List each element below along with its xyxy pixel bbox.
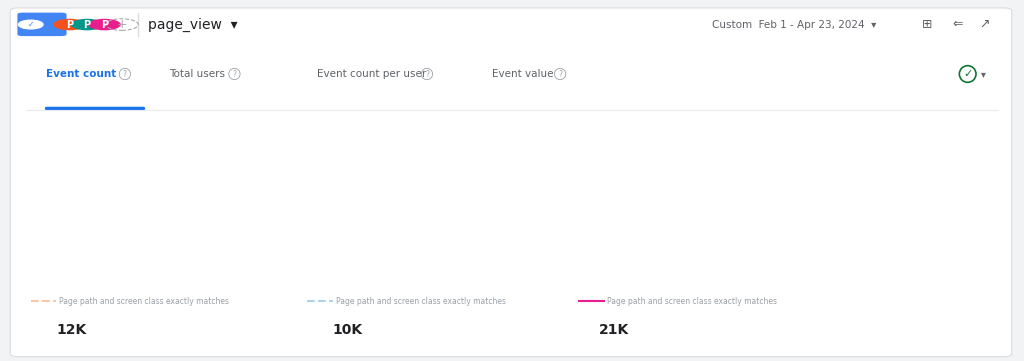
- FancyBboxPatch shape: [17, 13, 67, 36]
- Text: ▾: ▾: [981, 69, 986, 79]
- Text: ?: ?: [232, 70, 237, 78]
- Circle shape: [18, 20, 43, 29]
- Text: 12K: 12K: [56, 323, 87, 337]
- Text: ↗: ↗: [979, 18, 989, 31]
- Text: ?: ?: [425, 70, 429, 78]
- FancyBboxPatch shape: [10, 8, 1012, 357]
- Text: P: P: [67, 19, 73, 30]
- Text: ?: ?: [123, 70, 127, 78]
- Text: Page path and screen class exactly matches: Page path and screen class exactly match…: [59, 297, 229, 306]
- Text: 10K: 10K: [333, 323, 362, 337]
- Text: Page path and screen class exactly matches: Page path and screen class exactly match…: [607, 297, 777, 306]
- Text: ⇐: ⇐: [952, 18, 963, 31]
- Text: Event value: Event value: [492, 69, 553, 79]
- Text: Event count: Event count: [46, 69, 117, 79]
- Text: P: P: [84, 19, 90, 30]
- Text: ?: ?: [558, 70, 562, 78]
- Text: ✓: ✓: [28, 20, 34, 29]
- Circle shape: [71, 19, 103, 30]
- Text: ⊞: ⊞: [922, 18, 932, 31]
- Circle shape: [53, 19, 86, 30]
- Text: +: +: [117, 18, 127, 31]
- Circle shape: [88, 19, 121, 30]
- Text: P: P: [101, 19, 108, 30]
- Text: Event count per user: Event count per user: [317, 69, 427, 79]
- Text: Total users: Total users: [169, 69, 225, 79]
- Text: ✓: ✓: [963, 69, 973, 79]
- Text: Custom  Feb 1 - Apr 23, 2024  ▾: Custom Feb 1 - Apr 23, 2024 ▾: [712, 19, 877, 30]
- Text: 21K: 21K: [599, 323, 630, 337]
- Text: Page path and screen class exactly matches: Page path and screen class exactly match…: [336, 297, 506, 306]
- Text: page_view  ▾: page_view ▾: [148, 17, 239, 32]
